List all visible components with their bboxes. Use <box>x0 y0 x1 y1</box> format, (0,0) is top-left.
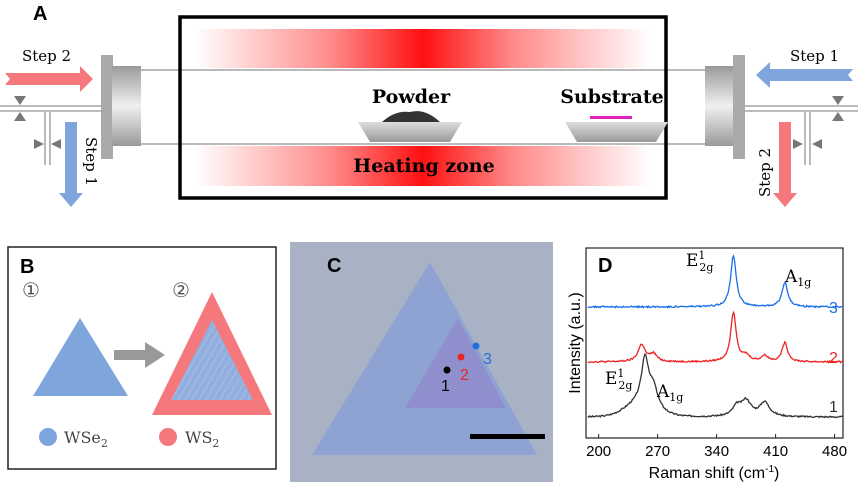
x-axis-label-end: ) <box>774 465 779 482</box>
powder <box>382 111 440 122</box>
valve-icon <box>793 96 844 149</box>
step2-in-arrow-icon <box>5 66 93 92</box>
wse2-legend-dot <box>39 428 57 446</box>
step2-out-arrow-icon <box>773 122 797 207</box>
substrate-label: Substrate <box>560 86 663 108</box>
tube <box>140 69 705 145</box>
right-gas-lines <box>745 105 858 165</box>
spectrum-1 <box>587 352 844 419</box>
substrate-boat <box>565 122 668 142</box>
left-flange <box>101 55 141 159</box>
growth-arrow-icon <box>114 342 165 368</box>
ws2-legend-sub: 2 <box>212 437 219 450</box>
furnace-frame <box>178 15 668 200</box>
panel-c: C 1 2 3 <box>290 242 553 482</box>
panel-a-label: A <box>33 3 47 25</box>
wse2-core-triangle <box>171 320 253 400</box>
point-2-marker <box>457 353 465 361</box>
point-1-label: 1 <box>441 378 450 395</box>
right-step2-label: Step 2 <box>756 148 774 197</box>
heater-bottom <box>195 146 650 186</box>
wse2-legend-name: WSe <box>64 428 101 447</box>
left-gas-lines <box>0 105 101 165</box>
scale-bar <box>470 434 545 439</box>
x-tick-label: 410 <box>763 443 788 460</box>
panel-d-label: D <box>598 255 612 277</box>
right-step1-label: Step 1 <box>790 47 839 65</box>
ws2-legend-dot <box>159 428 177 446</box>
panel-b-label: B <box>20 256 34 278</box>
x-axis-label-sup: -1 <box>765 464 774 475</box>
step1-out-arrow-icon <box>59 122 83 207</box>
x-tick-label: 200 <box>586 443 611 460</box>
x-tick-label: 340 <box>704 443 729 460</box>
e2g-label-bottom: E1 2g <box>605 367 632 392</box>
powder-boat <box>358 122 462 142</box>
point-1-marker <box>443 366 451 374</box>
wse2-legend-sub: 2 <box>101 437 108 450</box>
point-3-label: 3 <box>483 351 492 368</box>
wse2-legend-label: WSe2 <box>64 428 108 450</box>
a1g-label-bottom: A1g <box>656 382 683 404</box>
e2g-label-top: E1 2g <box>686 249 713 274</box>
left-step1-label: Step 1 <box>82 137 100 186</box>
valve-icon <box>14 96 61 149</box>
left-step2-label: Step 2 <box>22 47 71 65</box>
x-tick-label: 270 <box>645 443 670 460</box>
panel-a: A Step 2 <box>0 3 858 207</box>
y-axis-label: Intensity (a.u.) <box>567 292 584 393</box>
spectrum-3 <box>587 254 844 309</box>
point-2-label: 2 <box>460 367 469 384</box>
powder-label: Powder <box>372 86 451 108</box>
spectrum-2 <box>587 310 844 364</box>
substrate <box>590 116 632 119</box>
a1g-label-top: A1g <box>784 267 811 289</box>
series-label-3: 3 <box>829 300 838 317</box>
panel-b: B ① ② WSe2 WS2 <box>7 246 277 470</box>
ws2-legend-name: WS <box>185 428 212 447</box>
x-axis-label-text: Raman shift (cm <box>649 465 765 482</box>
core-triangle <box>405 318 506 408</box>
ws2-legend-label: WS2 <box>185 428 219 450</box>
x-axis-label: Raman shift (cm-1) <box>649 464 780 482</box>
panel-c-label: C <box>327 255 341 277</box>
series-label-2: 2 <box>829 350 838 367</box>
panel-d: D 200 270 340 410 480 Raman shift (cm-1) Int… <box>567 247 847 482</box>
stage-1-label: ① <box>22 280 40 302</box>
heater-top <box>195 29 650 68</box>
x-tick-label: 480 <box>822 443 847 460</box>
heating-zone-label: Heating zone <box>353 155 494 177</box>
plot-frame <box>585 247 844 439</box>
stage-2-label: ② <box>172 280 190 302</box>
wse2-triangle <box>33 318 128 396</box>
series-label-1: 1 <box>829 399 838 416</box>
right-flange <box>705 55 745 159</box>
point-3-marker <box>472 342 480 350</box>
step1-in-arrow-icon <box>756 62 853 88</box>
